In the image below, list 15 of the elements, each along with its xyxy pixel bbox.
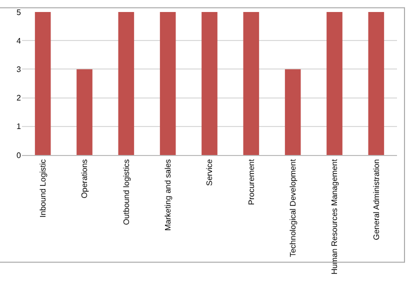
- y-tick-label: 0: [16, 150, 22, 160]
- x-tick-label: General Administration: [372, 159, 381, 240]
- y-tick-label: 1: [16, 122, 22, 132]
- x-tick-label: Procurement: [246, 158, 256, 205]
- x-tick-label: Service: [205, 158, 214, 186]
- x-tick-label: Outbound logistics: [122, 159, 131, 226]
- y-tick-label: 3: [16, 65, 22, 74]
- x-tick-label: Operations: [80, 159, 90, 198]
- y-tick-label: 2: [16, 94, 22, 103]
- x-tick-label: Human Resources Management: [330, 158, 340, 274]
- x-tick-label: Inbound Logistic: [38, 159, 48, 218]
- y-tick-label: 4: [16, 36, 22, 46]
- x-tick-label: Technological Development: [288, 158, 298, 258]
- y-tick-label: 5: [16, 8, 22, 17]
- x-tick-label: Marketing and sales: [163, 159, 172, 231]
